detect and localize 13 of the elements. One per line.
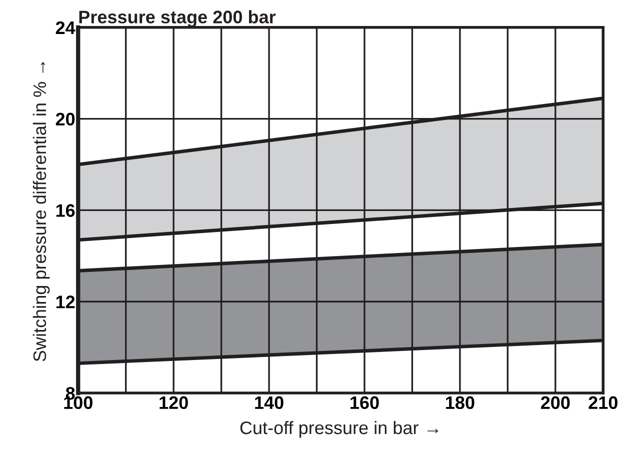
- x-tick-label: 180: [446, 396, 474, 410]
- x-tick-label: 210: [588, 396, 618, 410]
- x-axis-title: Cut-off pressure in bar →: [240, 420, 438, 438]
- chart-title: Pressure stage 200 bar: [79, 10, 276, 28]
- x-tick-label: 120: [160, 396, 188, 410]
- x-tick-label: 200: [540, 396, 570, 410]
- x-tick-label: 140: [255, 396, 284, 410]
- y-tick-label: 24: [56, 21, 76, 34]
- y-axis-title: Switching pressure differential in % →: [32, 62, 50, 362]
- y-tick-label: 16: [56, 204, 75, 217]
- y-tick-label: 20: [56, 112, 75, 126]
- y-tick-label: 12: [56, 296, 75, 308]
- x-tick-label: 160: [350, 396, 379, 410]
